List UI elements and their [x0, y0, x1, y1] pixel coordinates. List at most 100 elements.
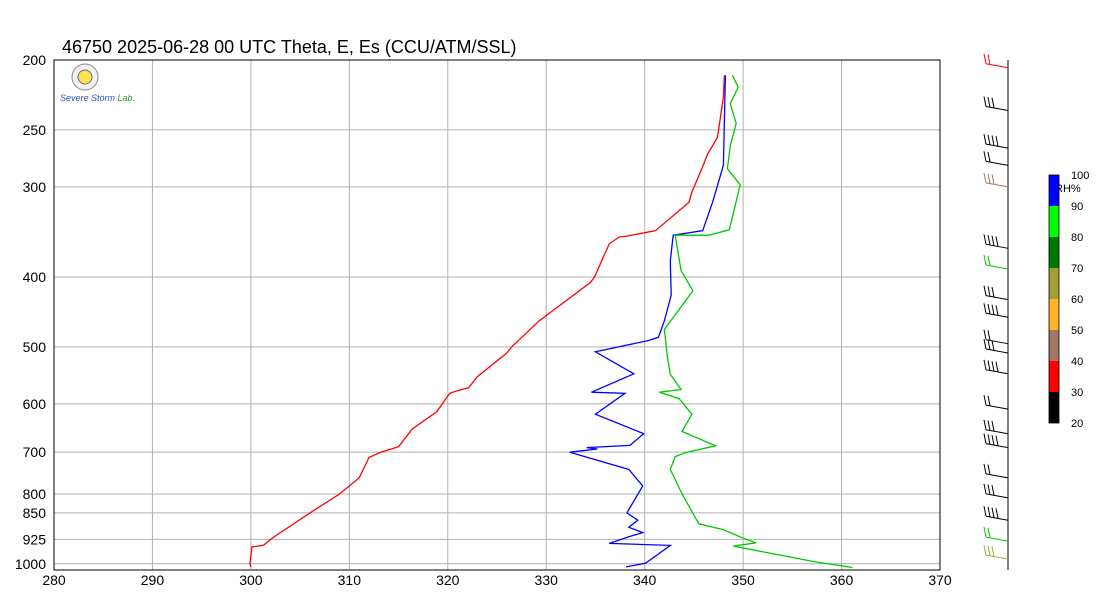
wind-barb	[983, 394, 1009, 410]
colorbar-segment	[1049, 299, 1059, 330]
y-tick-label: 250	[23, 122, 47, 138]
wind-barb-flag	[991, 421, 995, 432]
plot-frame	[53, 59, 941, 571]
colorbar-title: RH%	[1055, 183, 1081, 195]
wind-barb-flag	[987, 527, 991, 538]
wind-barb-flag	[991, 546, 995, 557]
wind-barb-flag	[983, 254, 987, 266]
wind-barb	[983, 133, 1009, 149]
rh-colorbar: RH% 100 90 80 70 60 50 40 30 20	[1048, 170, 1089, 430]
wind-barb-flag	[983, 285, 987, 296]
wind-barb	[983, 338, 1009, 354]
y-tick-label: 800	[23, 486, 47, 502]
wind-barb	[983, 359, 1009, 375]
wind-barb-flag	[983, 463, 987, 474]
series-line-2	[659, 75, 853, 569]
series-line-1	[569, 75, 727, 568]
x-tick-label: 310	[338, 572, 362, 588]
wind-barb	[983, 254, 1009, 270]
chart-title: 46750 2025-06-28 00 UTC Theta, E, Es (CC…	[62, 37, 517, 57]
wind-barb-flag	[983, 544, 987, 556]
y-tick-label: 700	[23, 444, 47, 460]
wind-barb-flag	[983, 419, 987, 430]
wind-barb-flag	[991, 507, 995, 518]
wind-barb-flag	[991, 304, 995, 315]
wind-barb-flag	[983, 329, 987, 340]
wind-barb	[983, 53, 1009, 69]
colorbar-tick-label: 60	[1071, 294, 1083, 306]
wind-barb	[983, 463, 1009, 479]
wind-barb-shaft	[985, 536, 1009, 542]
wind-barb-flag	[991, 340, 995, 351]
wind-barb-flag	[983, 359, 987, 370]
colorbar-tick-label: 100	[1071, 170, 1089, 182]
wind-barb-flag	[983, 172, 987, 184]
wind-barb-flag	[991, 97, 995, 108]
x-tick-label: 280	[42, 572, 66, 588]
wind-barb-flag	[987, 484, 991, 495]
colorbar-tick-label: 30	[1071, 387, 1083, 399]
wind-barb-shaft	[985, 554, 1009, 560]
colorbar-segment	[1049, 175, 1059, 206]
y-tick-label: 600	[23, 396, 47, 412]
wind-barb-shaft	[985, 493, 1009, 499]
wind-barb-flag	[983, 303, 987, 314]
wind-barb-flag	[983, 526, 987, 538]
wind-barb-shaft	[985, 443, 1009, 449]
wind-barb-flag	[987, 339, 991, 350]
wind-barb	[983, 285, 1009, 301]
wind-barb-flag	[983, 234, 987, 245]
wind-barb-flag	[987, 303, 991, 315]
wind-barb-flag	[983, 394, 987, 406]
wind-barb-flag	[987, 434, 991, 445]
logo-emblem-center	[77, 69, 93, 85]
wind-barb-flag	[995, 435, 999, 446]
logo-text: Severe Storm Lab.	[60, 93, 135, 103]
wind-barb-shaft	[985, 312, 1009, 318]
wind-barb-flag	[991, 286, 995, 298]
colorbar-tick-label: 50	[1071, 325, 1083, 337]
wind-barb-flag	[983, 53, 987, 64]
wind-barb	[983, 234, 1009, 249]
wind-barb-flag	[987, 545, 991, 556]
colorbar-tick-label: 40	[1071, 356, 1083, 368]
y-tick-label: 400	[23, 269, 47, 285]
colorbar-tick-label: 80	[1071, 232, 1083, 244]
x-tick-label: 330	[535, 572, 559, 588]
wind-barb	[983, 172, 1009, 188]
wind-barb-flag	[987, 151, 991, 163]
wind-barb-flag	[995, 136, 999, 147]
wind-barb-flag	[991, 434, 995, 446]
x-axis: 280 290 300 310 320 330 340 350 360 370	[42, 572, 952, 588]
wind-barb-flag	[987, 54, 991, 65]
series-lines	[249, 75, 853, 569]
grid	[54, 60, 940, 570]
lab-logo: Severe Storm Lab.	[60, 63, 135, 103]
x-tick-label: 360	[830, 572, 854, 588]
wind-barb-shaft	[985, 160, 1009, 166]
wind-barb-flag	[987, 286, 991, 297]
wind-barb-shaft	[985, 63, 1009, 69]
wind-barb-flag	[983, 338, 987, 350]
wind-barb-shaft	[985, 404, 1009, 410]
x-tick-label: 340	[633, 572, 657, 588]
wind-barb-shaft	[985, 473, 1009, 479]
y-tick-label: 500	[23, 339, 47, 355]
colorbar-frame	[1048, 174, 1060, 424]
x-tick-label: 290	[141, 572, 165, 588]
wind-barb-flag	[987, 234, 991, 246]
wind-barb	[983, 544, 1009, 560]
wind-barb	[983, 96, 1009, 111]
wind-barb-shaft	[985, 515, 1009, 521]
colorbar-tick-label: 20	[1071, 418, 1083, 430]
wind-barb-flag	[987, 134, 991, 145]
wind-barb-flag	[983, 133, 987, 145]
wind-barb-flag	[987, 173, 991, 184]
wind-barb-flag	[987, 395, 991, 406]
colorbar-segment	[1049, 330, 1059, 361]
x-tick-label: 320	[436, 572, 460, 588]
x-tick-label: 300	[239, 572, 263, 588]
colorbar-segment	[1049, 392, 1059, 423]
y-tick-label: 300	[23, 179, 47, 195]
wind-barb-flag	[987, 420, 991, 431]
